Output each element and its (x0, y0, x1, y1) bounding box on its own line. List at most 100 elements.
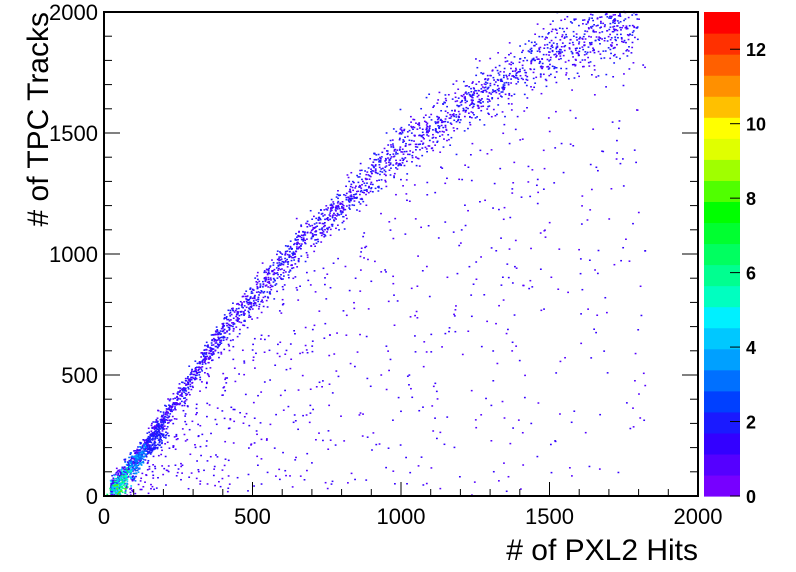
heatmap-cell (176, 471, 179, 474)
heatmap-cell (558, 248, 561, 250)
heatmap-cell (607, 35, 610, 38)
heatmap-cell (128, 476, 131, 478)
heatmap-cell (128, 473, 131, 476)
heatmap-cell (335, 206, 338, 209)
heatmap-cell (123, 466, 126, 468)
heatmap-cell (589, 209, 592, 211)
heatmap-cell (197, 468, 200, 471)
heatmap-cell (291, 486, 294, 488)
heatmap-cell (503, 206, 506, 209)
heatmap-cell (434, 144, 437, 146)
heatmap-cell (555, 110, 557, 113)
heatmap-cell (150, 449, 152, 452)
heatmap-cell (619, 13, 621, 15)
heatmap-cell (137, 483, 140, 486)
heatmap-cell (524, 74, 527, 77)
heatmap-cell (587, 46, 590, 48)
heatmap-cell (113, 487, 116, 490)
heatmap-cell (214, 333, 217, 335)
heatmap-cell (269, 284, 272, 286)
heatmap-cell (321, 227, 324, 229)
heatmap-cell (339, 203, 342, 205)
heatmap-cell (194, 370, 197, 373)
heatmap-cell (395, 153, 397, 155)
heatmap-cell (172, 446, 175, 448)
heatmap-cell (256, 282, 259, 284)
heatmap-cell (129, 459, 132, 461)
heatmap-cell (294, 420, 297, 422)
heatmap-cell (422, 116, 425, 119)
heatmap-cell (264, 295, 267, 298)
heatmap-cell (501, 86, 504, 89)
heatmap-cell (532, 77, 535, 80)
heatmap-cell (450, 123, 453, 125)
heatmap-cell (580, 313, 582, 315)
heatmap-cell (590, 41, 593, 44)
heatmap-cell (541, 62, 544, 65)
heatmap-cell (374, 164, 377, 166)
heatmap-cell (280, 262, 283, 265)
heatmap-cell (139, 456, 142, 458)
heatmap-cell (446, 177, 448, 180)
heatmap-cell (150, 433, 152, 435)
heatmap-cell (116, 487, 118, 490)
heatmap-cell (239, 300, 242, 303)
heatmap-cell (179, 402, 182, 405)
heatmap-cell (186, 377, 189, 380)
heatmap-cell (470, 179, 473, 182)
heatmap-cell (289, 270, 292, 272)
heatmap-cell (187, 379, 190, 381)
heatmap-cell (463, 97, 466, 99)
heatmap-cell (444, 97, 447, 100)
heatmap-cell (153, 431, 156, 433)
heatmap-cell (129, 469, 132, 471)
heatmap-cell (570, 50, 573, 53)
heatmap-cell (306, 226, 309, 228)
heatmap-cell (563, 45, 566, 48)
heatmap-cell (587, 61, 590, 64)
heatmap-cell (573, 19, 576, 21)
heatmap-cell (416, 128, 419, 130)
heatmap-cell (391, 139, 394, 141)
heatmap-cell (181, 393, 183, 395)
heatmap-cell (537, 402, 540, 404)
heatmap-cell (262, 305, 265, 308)
heatmap-cell (207, 374, 210, 376)
heatmap-cell (441, 121, 444, 123)
heatmap-cell (197, 423, 200, 426)
heatmap-cell (533, 59, 536, 62)
heatmap-cell (539, 268, 542, 270)
heatmap-cell (388, 161, 390, 164)
heatmap-cell (152, 447, 154, 450)
heatmap-cell (507, 97, 510, 100)
heatmap-cell (397, 396, 400, 399)
heatmap-cell (609, 44, 612, 46)
heatmap-cell (223, 464, 226, 467)
heatmap-cell (327, 207, 330, 209)
heatmap-cell (127, 470, 130, 472)
heatmap-cell (147, 427, 150, 430)
heatmap-cell (118, 477, 120, 479)
heatmap-cell (311, 328, 314, 331)
heatmap-cell (393, 324, 396, 327)
heatmap-cell (475, 58, 477, 60)
heatmap-cell (496, 69, 499, 72)
heatmap-cell (256, 286, 259, 288)
heatmap-cell (385, 165, 388, 167)
heatmap-cell (149, 437, 152, 439)
heatmap-cell (420, 456, 423, 458)
heatmap-cell (632, 30, 635, 32)
heatmap-cell (210, 334, 213, 336)
heatmap-cell (294, 459, 297, 461)
heatmap-cell (217, 336, 220, 339)
heatmap-cell (270, 285, 273, 288)
heatmap-cell (248, 311, 250, 314)
heatmap-cell (383, 147, 386, 150)
heatmap-cell (238, 373, 240, 375)
heatmap-cell (315, 238, 318, 241)
heatmap-cell (374, 165, 377, 167)
heatmap-cell (522, 284, 525, 287)
heatmap-cell (623, 39, 626, 42)
heatmap-cell (201, 361, 204, 364)
heatmap-cell (603, 350, 606, 352)
